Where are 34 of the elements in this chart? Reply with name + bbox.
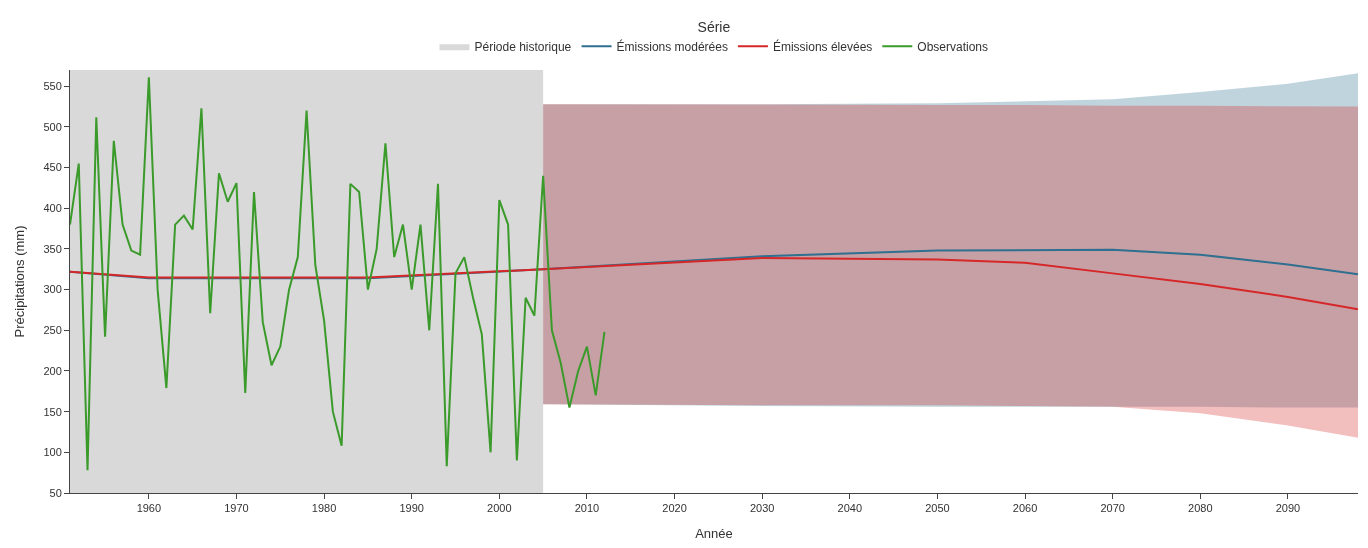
x-tick-label: 2000: [487, 502, 512, 515]
y-tick-label: 50: [49, 486, 62, 499]
x-axis-title: Année: [695, 525, 733, 541]
legend-label: Émissions modérées: [616, 38, 728, 54]
x-tick-label: 2040: [837, 502, 863, 515]
x-tick-label: 2050: [925, 502, 950, 515]
x-tick-label: 2090: [1275, 502, 1301, 515]
line-series: [70, 76, 606, 472]
x-tick-label: 2080: [1188, 502, 1213, 515]
x-tick-label: 2070: [1100, 502, 1125, 515]
y-axis-title: Précipitations (mm): [12, 225, 28, 338]
y-tick-label: 150: [43, 405, 62, 418]
y-tick-label: 100: [43, 446, 62, 459]
x-tick-label: 2060: [1012, 502, 1038, 515]
y-tick-label: 250: [43, 324, 62, 337]
y-tick-label: 200: [43, 364, 62, 377]
x-tick-label: 1970: [224, 502, 249, 515]
x-tick-label: 2030: [749, 502, 775, 515]
legend-label: Émissions élevées: [772, 38, 873, 54]
x-tick-label: 2010: [574, 502, 600, 515]
y-tick-label: 550: [43, 80, 62, 93]
y-tick-label: 450: [43, 161, 62, 174]
y-tick-label: 400: [43, 202, 62, 215]
y-tick-label: 300: [43, 283, 62, 296]
x-tick-label: 2020: [662, 502, 687, 515]
legend-label: Période historique: [474, 39, 572, 54]
legend-label: Observations: [917, 39, 989, 54]
x-tick-label: 1980: [311, 502, 337, 515]
x-tick-label: 1990: [399, 502, 424, 515]
line-series: [70, 256, 1358, 311]
x-tick-label: 1960: [136, 502, 162, 515]
y-tick-label: 350: [43, 242, 62, 255]
y-tick-label: 500: [43, 120, 62, 133]
legend-title: Série: [697, 18, 731, 35]
